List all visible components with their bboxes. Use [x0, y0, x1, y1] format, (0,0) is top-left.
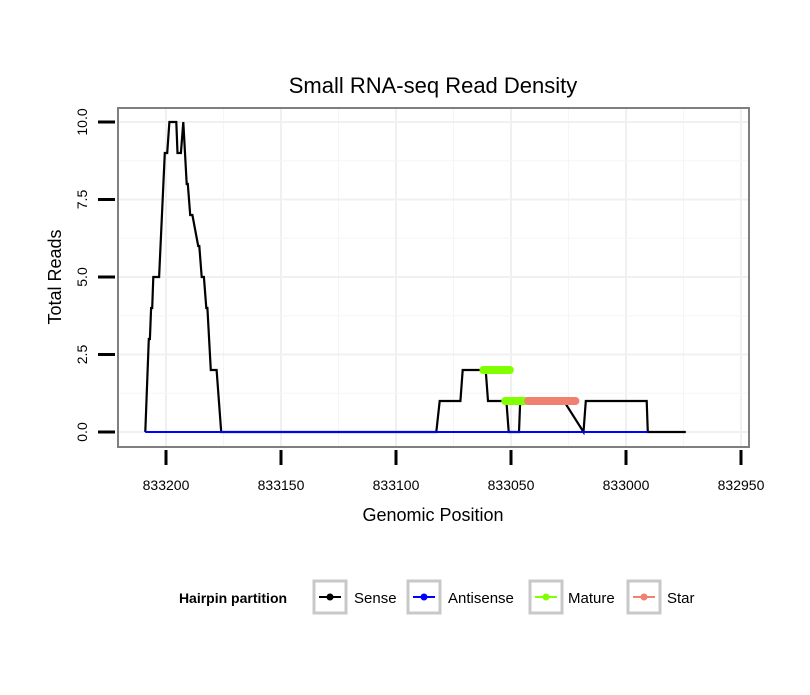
chart-title: Small RNA-seq Read Density — [289, 73, 578, 98]
legend-title: Hairpin partition — [179, 590, 287, 606]
y-axis-label: Total Reads — [45, 229, 65, 324]
x-tick-label: 833150 — [258, 477, 305, 493]
legend-key-point-mature — [542, 593, 550, 601]
x-tick-label: 833200 — [143, 477, 190, 493]
x-tick-label: 832950 — [718, 477, 765, 493]
legend: Hairpin partition Sense Antisense Mature St… — [179, 579, 695, 615]
x-tick-label: 833050 — [488, 477, 535, 493]
x-tick-label: 833000 — [603, 477, 650, 493]
y-tick-label: 7.5 — [74, 190, 90, 210]
legend-label-mature: Mature — [568, 590, 615, 607]
legend-label-sense: Sense — [354, 590, 397, 607]
x-tick-label: 833100 — [373, 477, 420, 493]
grid-layer — [118, 108, 749, 447]
x-axis-label: Genomic Position — [362, 505, 503, 525]
plot-panel-border — [117, 107, 750, 448]
y-tick-label: 5.0 — [74, 267, 90, 287]
y-tick-label: 0.0 — [74, 422, 90, 442]
y-tick-label: 2.5 — [74, 345, 90, 365]
legend-key-point-antisense — [420, 593, 428, 601]
legend-label-antisense: Antisense — [448, 590, 514, 607]
legend-label-star: Star — [667, 590, 695, 607]
y-tick-label: 10.0 — [74, 108, 90, 135]
series-layer — [144, 120, 686, 436]
legend-key-point-star — [640, 593, 648, 601]
legend-key-point-sense — [326, 593, 334, 601]
axis-layer: 833200 833150 833100 833050 833000 832950 0.0 2… — [74, 108, 765, 493]
